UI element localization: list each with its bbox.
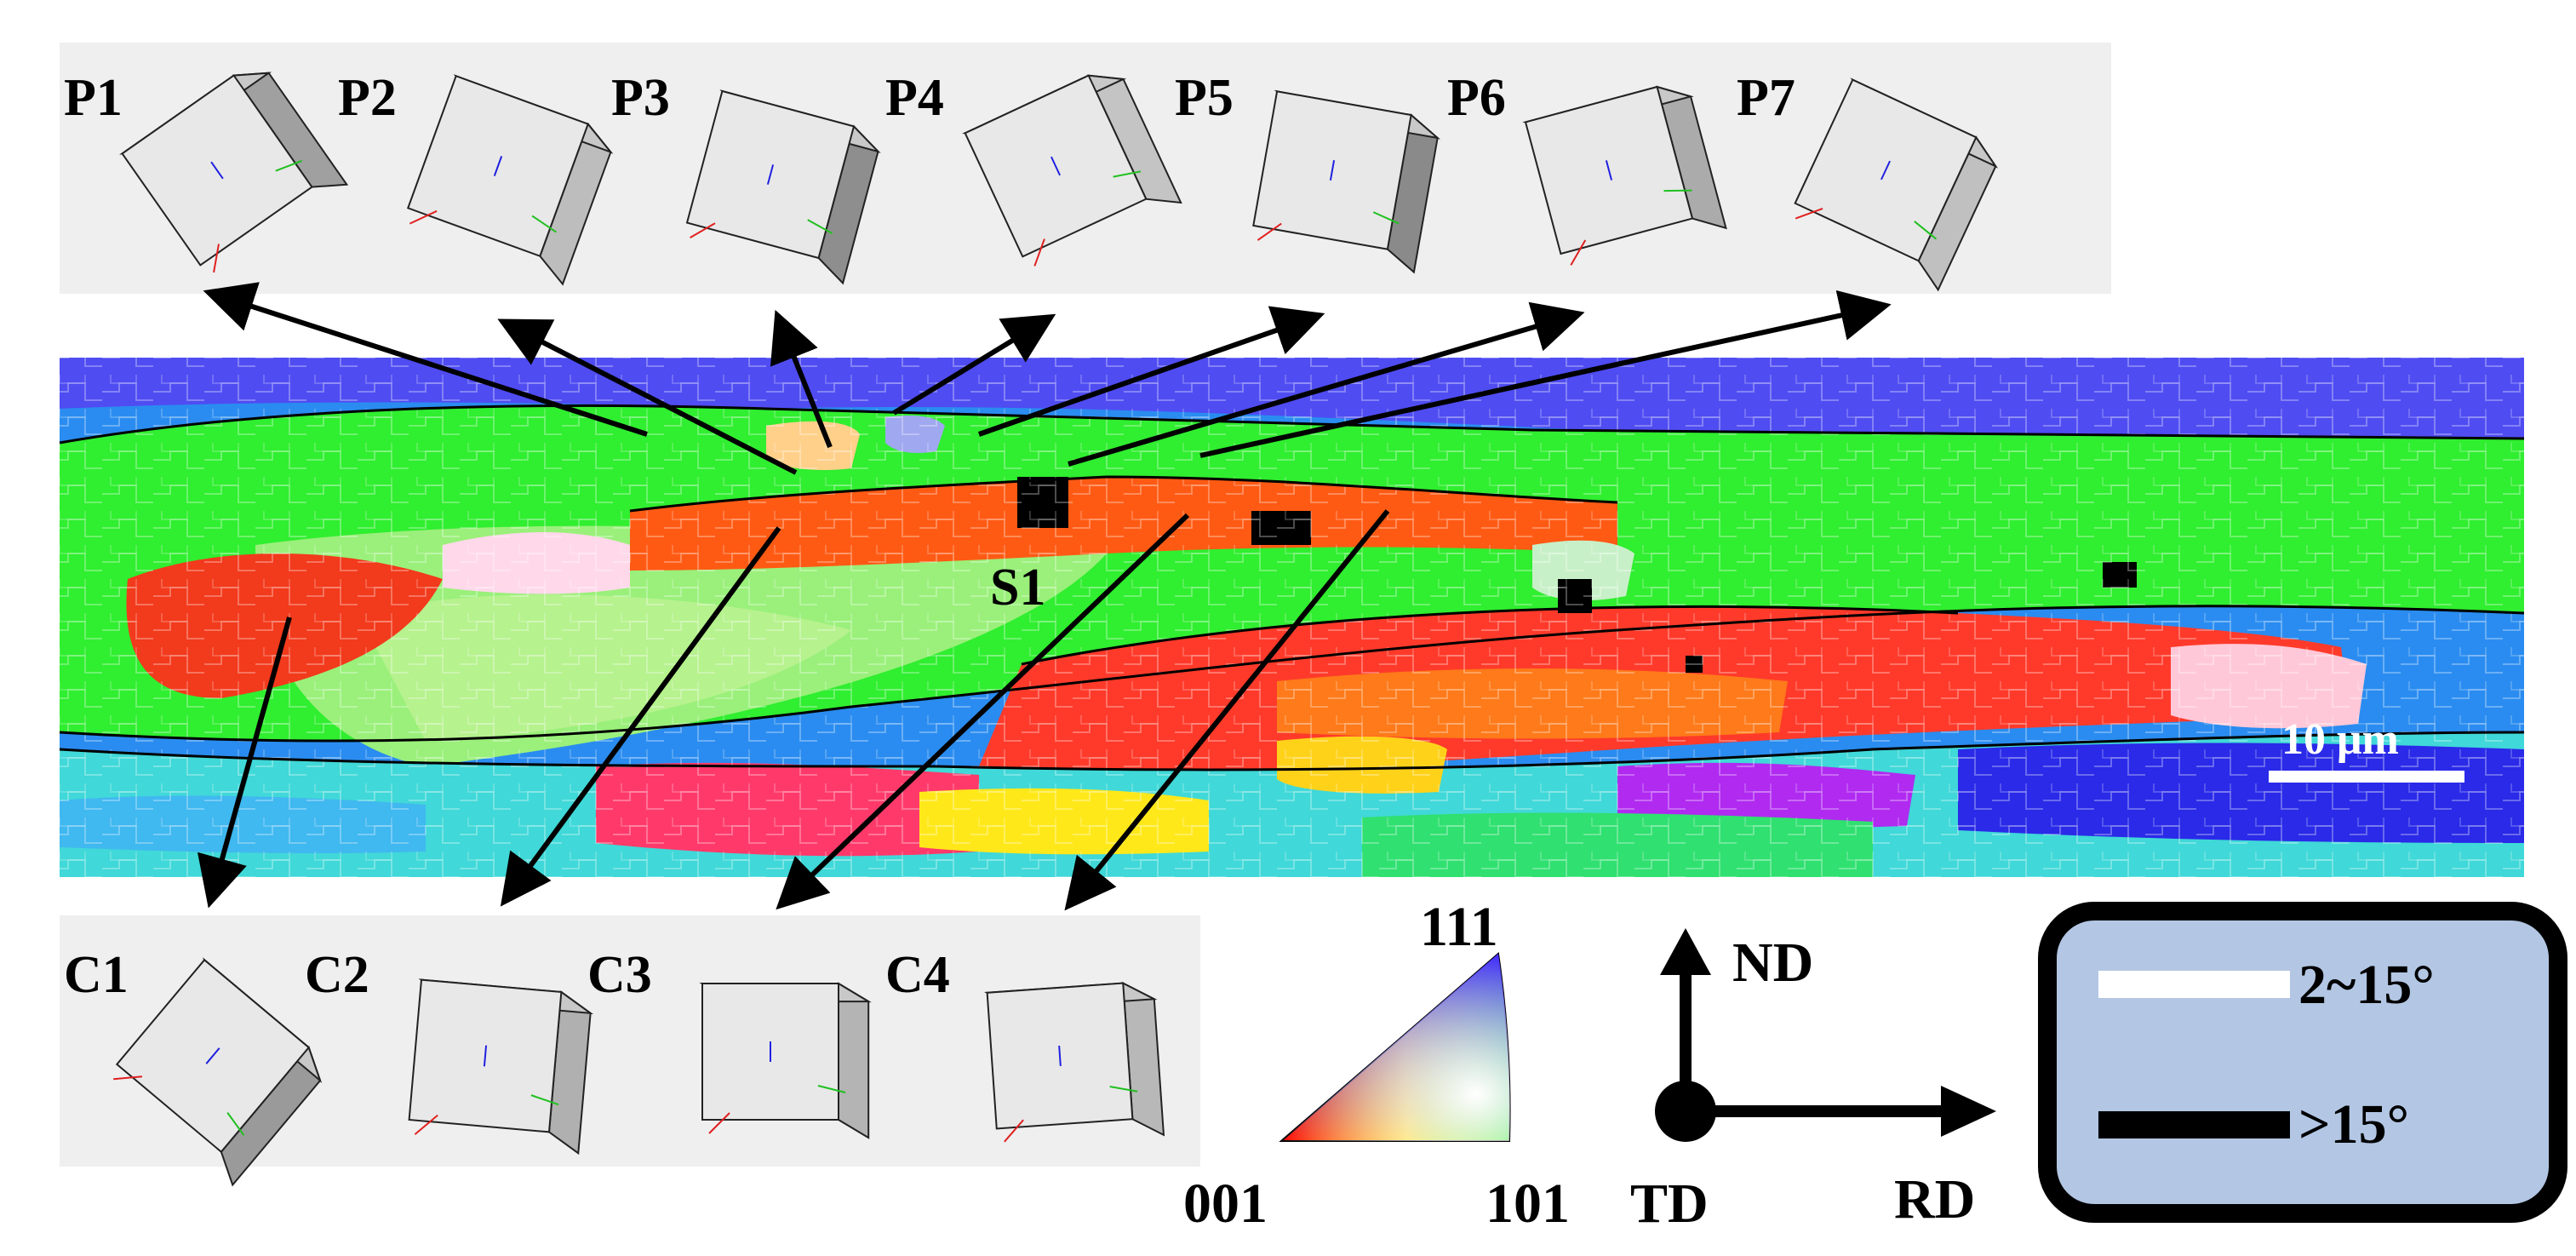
cube-label-p7: P7: [1737, 69, 1795, 127]
cube-label-p4: P4: [885, 69, 944, 127]
cube-label-c1: C1: [64, 946, 129, 1004]
arrow-to-c1: [197, 617, 292, 909]
cube-c3: [699, 982, 872, 1139]
legend-swatch-low-angle: [2098, 971, 2290, 998]
orientation-arrows: [197, 282, 1892, 911]
arrow-to-c3: [776, 513, 1190, 910]
rd-arrow-head: [1941, 1086, 1996, 1137]
ipf-label-001: 001: [1183, 1173, 1268, 1235]
boundary-legend: 2~15° >15°: [2038, 902, 2567, 1223]
td-label: TD: [1630, 1173, 1709, 1235]
legend-label-low-angle: 2~15°: [2298, 954, 2435, 1016]
arrow-to-c2: [500, 526, 781, 907]
arrow-to-p2: [497, 318, 798, 475]
cube-label-p6: P6: [1447, 69, 1506, 127]
ipf-label-111: 111: [1420, 896, 1498, 958]
legend-label-high-angle: >15°: [2298, 1093, 2409, 1156]
arrow-to-p1: [203, 282, 648, 437]
arrow-to-p7: [1199, 290, 1892, 458]
bottom-cube-row: [113, 957, 1165, 1187]
arrow-to-p4: [892, 313, 1056, 416]
arrow-to-p3: [770, 309, 833, 449]
cube-label-p3: P3: [611, 69, 670, 127]
cube-p5: [1252, 89, 1441, 274]
arrow-to-p6: [1068, 301, 1585, 467]
cube-c2: [408, 978, 594, 1156]
cube-label-p2: P2: [338, 69, 397, 127]
cube-c1: [113, 957, 323, 1187]
arrow-to-c4: [1064, 509, 1390, 911]
ebsd-map: 10 μm S1: [59, 358, 2525, 877]
legend-swatch-high-angle: [2098, 1111, 2290, 1138]
scale-bar-label: 10 μm: [2281, 715, 2399, 764]
nd-arrow-head: [1660, 928, 1711, 975]
cube-label-p1: P1: [64, 69, 123, 127]
sample-axes: ND RD TD: [1630, 928, 1996, 1235]
scale-bar: [2269, 771, 2464, 783]
nd-label: ND: [1732, 932, 1813, 994]
cube-label-c4: C4: [885, 946, 950, 1004]
cube-p7: [1794, 77, 1999, 292]
cube-label-c2: C2: [305, 946, 369, 1004]
cube-p4: [961, 74, 1182, 267]
cube-c4: [983, 981, 1165, 1143]
top-cube-row: [119, 72, 1999, 292]
arrow-to-p5: [978, 306, 1325, 437]
s1-marker: S1: [990, 559, 1045, 617]
cube-p3: [685, 89, 881, 285]
cube-p2: [406, 74, 614, 286]
cube-label-c3: C3: [587, 946, 652, 1004]
ipf-label-101: 101: [1485, 1173, 1570, 1235]
cube-p1: [119, 72, 349, 273]
cube-label-p5: P5: [1175, 69, 1234, 127]
ipf-color-key: 111 001 101: [1183, 896, 1570, 1235]
rd-label: RD: [1894, 1168, 1975, 1230]
cube-p6: [1522, 85, 1727, 266]
